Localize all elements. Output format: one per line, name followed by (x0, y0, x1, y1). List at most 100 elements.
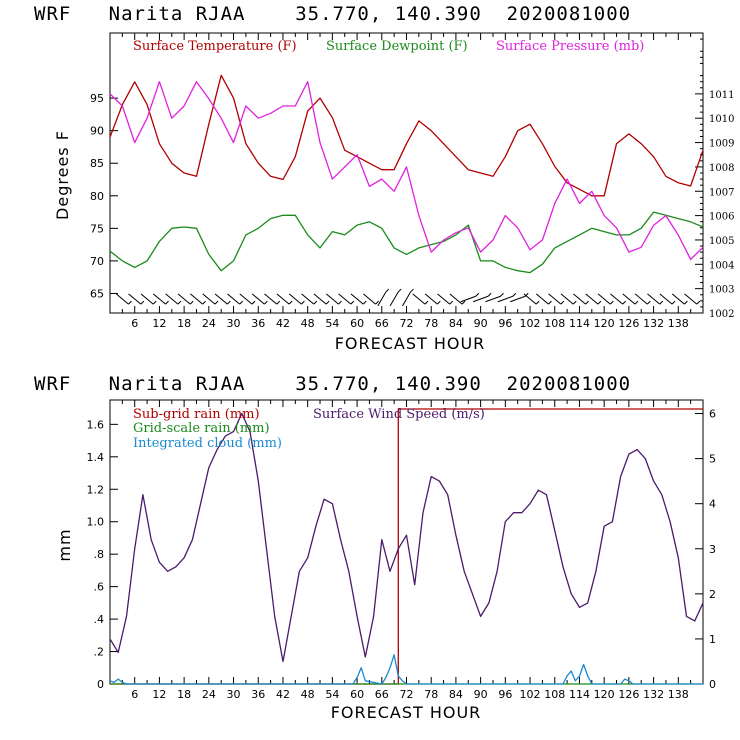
wind-barb (659, 293, 673, 305)
wind-barb (597, 293, 611, 305)
wind-barb-flag (500, 292, 504, 297)
wind-barb-flag (165, 300, 169, 305)
bottom-x-tick-label: 138 (668, 688, 689, 701)
wind-barb-flag (264, 300, 268, 305)
series-surface-wind-speed (109, 412, 704, 663)
wind-barb-flag (140, 300, 145, 305)
wind-barb-flag (597, 300, 602, 305)
wind-barb (684, 293, 698, 305)
wind-barb-flag (251, 300, 256, 305)
wind-barb (460, 295, 476, 303)
legend-sub-grid-rain: Sub-grid rain (mm) (133, 407, 260, 422)
wind-barb-flag (362, 300, 367, 305)
wind-barb (647, 293, 661, 305)
wind-barb-flag (410, 288, 414, 293)
bottom-x-tick-label: 24 (202, 688, 216, 701)
bottom-x-tick-label: 120 (594, 688, 615, 701)
top-y-tick-label: 80 (90, 190, 104, 203)
top-x-tick-label: 12 (152, 317, 166, 330)
bottom-x-tick-label: 60 (350, 688, 364, 701)
top-y2-tick-label: 1008 (709, 163, 734, 174)
wind-barb-flag (288, 300, 293, 305)
bottom-y-tick-label: 1.6 (87, 418, 105, 431)
bottom-y-tick-label: 1.4 (87, 451, 105, 464)
wind-barb (497, 295, 514, 303)
wind-barb (671, 293, 685, 305)
bottom-x-tick-label: 48 (301, 688, 315, 701)
top-y2-tick-label: 1010 (709, 114, 734, 125)
top-x-tick-label: 18 (177, 317, 191, 330)
bottom-y-axis-label: mm (55, 528, 74, 561)
wind-barb-flag (622, 300, 627, 305)
bottom-x-tick-label: 84 (449, 688, 463, 701)
top-x-tick-label: 24 (202, 317, 216, 330)
top-y2-tick-label: 1009 (709, 139, 734, 150)
wind-barb (389, 291, 399, 307)
top-y2-tick-label: 1002 (709, 309, 734, 320)
top-x-axis-label: FORECAST HOUR (335, 334, 486, 353)
bottom-x-tick-label: 72 (400, 688, 414, 701)
wind-barb (214, 293, 228, 305)
bottom-y2-tick-label: 5 (709, 453, 716, 466)
wind-barb (548, 293, 562, 305)
top-x-tick-label: 66 (375, 317, 389, 330)
wind-barb (115, 293, 129, 305)
wind-barb (165, 293, 179, 305)
bottom-x-tick-label: 114 (569, 688, 590, 701)
bottom-y2-tick-label: 3 (709, 543, 716, 556)
top-x-tick-label: 84 (449, 317, 463, 330)
top-x-tick-label: 96 (498, 317, 512, 330)
top-x-tick-label: 78 (424, 317, 438, 330)
wind-barb-flag (397, 288, 402, 293)
wind-barb (573, 293, 586, 305)
wind-barb-flag (659, 300, 664, 305)
wind-barb-flag (152, 300, 157, 305)
series-surface-temperature (109, 74, 704, 197)
wind-barb-flag (202, 300, 206, 305)
wind-barb (449, 293, 463, 305)
bottom-x-tick-label: 30 (227, 688, 241, 701)
bottom-y-tick-label: 1.2 (87, 483, 105, 496)
wind-barb (128, 293, 142, 305)
wind-barb-flag (338, 300, 342, 305)
bottom-y2-tick-label: 4 (709, 498, 716, 511)
bottom-chart: WRF Narita RJAA 35.770, 140.390 20200810… (34, 373, 716, 722)
wind-barb (177, 293, 191, 305)
top-y-tick-label: 85 (90, 157, 104, 170)
wind-barb-flag (276, 300, 281, 305)
wind-barb (301, 293, 315, 305)
top-chart-header: WRF Narita RJAA 35.770, 140.390 20200810… (34, 3, 631, 25)
bottom-y-tick-label: .8 (94, 548, 105, 561)
bottom-x-tick-label: 18 (177, 688, 191, 701)
wind-barb (338, 293, 352, 305)
bottom-x-tick-label: 108 (544, 688, 565, 701)
wind-barb (412, 293, 426, 305)
wind-barb (152, 293, 166, 305)
top-x-tick-label: 126 (618, 317, 639, 330)
bottom-x-tick-label: 90 (474, 688, 488, 701)
bottom-x-tick-label: 12 (152, 688, 166, 701)
wind-barb (350, 293, 364, 305)
top-y2-tick-label: 1005 (709, 236, 734, 247)
wind-barb-flag (313, 300, 318, 305)
wind-barb (264, 293, 278, 305)
bottom-x-tick-label: 42 (276, 688, 290, 701)
bottom-y-tick-label: .6 (94, 581, 105, 594)
legend-surface-temperature: Surface Temperature (F) (133, 39, 297, 54)
bottom-x-tick-label: 102 (520, 688, 541, 701)
top-y-tick-label: 65 (90, 287, 104, 300)
bottom-x-tick-label: 6 (131, 688, 138, 701)
bottom-y-tick-label: .2 (94, 646, 105, 659)
wind-barb-flag (585, 300, 589, 305)
wind-barb (622, 293, 636, 305)
bottom-x-tick-label: 132 (643, 688, 664, 701)
bottom-y2-tick-label: 2 (709, 588, 716, 601)
wind-barb (424, 293, 438, 305)
wind-barb (202, 293, 216, 305)
top-y-tick-label: 90 (90, 125, 104, 138)
wind-barb (523, 293, 537, 305)
top-x-tick-label: 102 (520, 317, 541, 330)
legend-surface-wind-speed: Surface Wind Speed (m/s) (313, 407, 485, 422)
wind-barb-flag (350, 300, 355, 305)
wind-barb (313, 293, 327, 305)
